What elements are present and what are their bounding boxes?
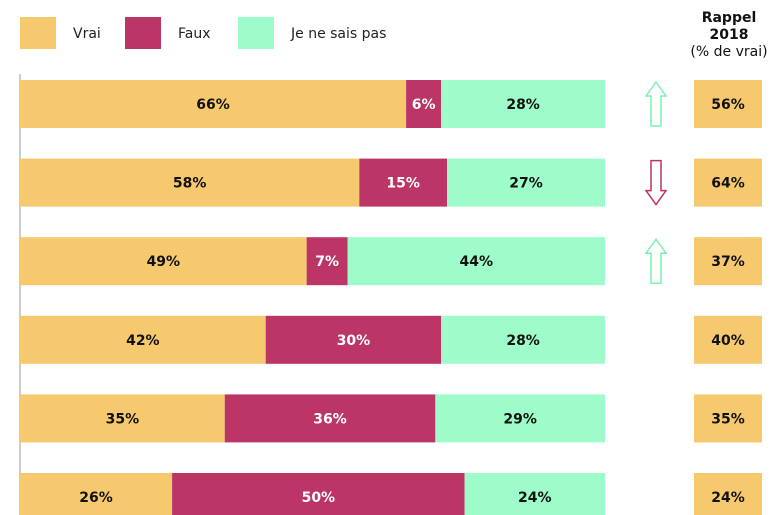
- value-label: 29%: [503, 411, 537, 427]
- trend-arrow: [644, 159, 668, 206]
- recall-box: [694, 473, 762, 515]
- bar-segment: [20, 394, 225, 443]
- recall-title: Rappel 2018: [701, 10, 757, 43]
- legend-swatch: [20, 17, 56, 49]
- value-label: 26%: [79, 490, 113, 506]
- value-label: 58%: [173, 176, 207, 192]
- value-label: 27%: [509, 176, 543, 192]
- recall-box: [694, 80, 762, 128]
- bar-segment: [20, 80, 407, 128]
- bar-segment: [265, 315, 442, 364]
- bar-segment: [172, 473, 465, 515]
- bar-segment: [441, 315, 605, 364]
- bar-segment: [20, 237, 307, 286]
- value-label: 36%: [313, 411, 347, 427]
- recall-box: [694, 237, 762, 286]
- recall-label: 24%: [711, 490, 745, 506]
- recall-label: 37%: [711, 254, 745, 270]
- recall-label: 40%: [711, 333, 745, 349]
- legend-label: Je ne sais pas: [290, 26, 386, 42]
- bar-segment: [347, 237, 605, 286]
- value-label: 15%: [386, 176, 420, 192]
- value-label: 42%: [126, 333, 160, 349]
- bar-segment: [441, 80, 605, 128]
- bar-segment: [20, 315, 266, 364]
- value-label: 30%: [337, 333, 371, 349]
- bar-segment: [435, 394, 605, 443]
- value-label: 28%: [506, 97, 540, 113]
- bar-segment: [20, 473, 173, 515]
- recall-box: [694, 315, 762, 364]
- legend-swatch: [125, 17, 161, 49]
- recall-label: 64%: [711, 176, 745, 192]
- bar-segment: [464, 473, 605, 515]
- trend-arrow: [644, 237, 668, 284]
- value-label: 7%: [315, 254, 339, 270]
- bar-segment: [359, 158, 448, 207]
- recall-box: [694, 158, 762, 207]
- recall-box: [694, 394, 762, 443]
- bar-segment: [224, 394, 436, 443]
- recall-header: Rappel 2018 (% de vrai): [684, 10, 774, 61]
- value-label: 50%: [302, 490, 336, 506]
- legend-label: Vrai: [73, 26, 101, 42]
- trend-arrow: [644, 80, 668, 127]
- legend-label: Faux: [178, 26, 211, 42]
- value-label: 49%: [147, 254, 181, 270]
- bar-segment: [447, 158, 605, 207]
- value-label: 6%: [412, 97, 436, 113]
- value-label: 24%: [518, 490, 552, 506]
- value-label: 66%: [196, 97, 230, 113]
- value-label: 44%: [460, 254, 494, 270]
- legend-swatch: [238, 17, 274, 49]
- bar-segment: [406, 80, 442, 128]
- bar-segment: [306, 237, 348, 286]
- recall-label: 56%: [711, 97, 745, 113]
- value-label: 28%: [506, 333, 540, 349]
- value-label: 35%: [106, 411, 140, 427]
- recall-label: 35%: [711, 411, 745, 427]
- bar-segment: [20, 158, 360, 207]
- recall-subtitle: (% de vrai): [690, 44, 768, 60]
